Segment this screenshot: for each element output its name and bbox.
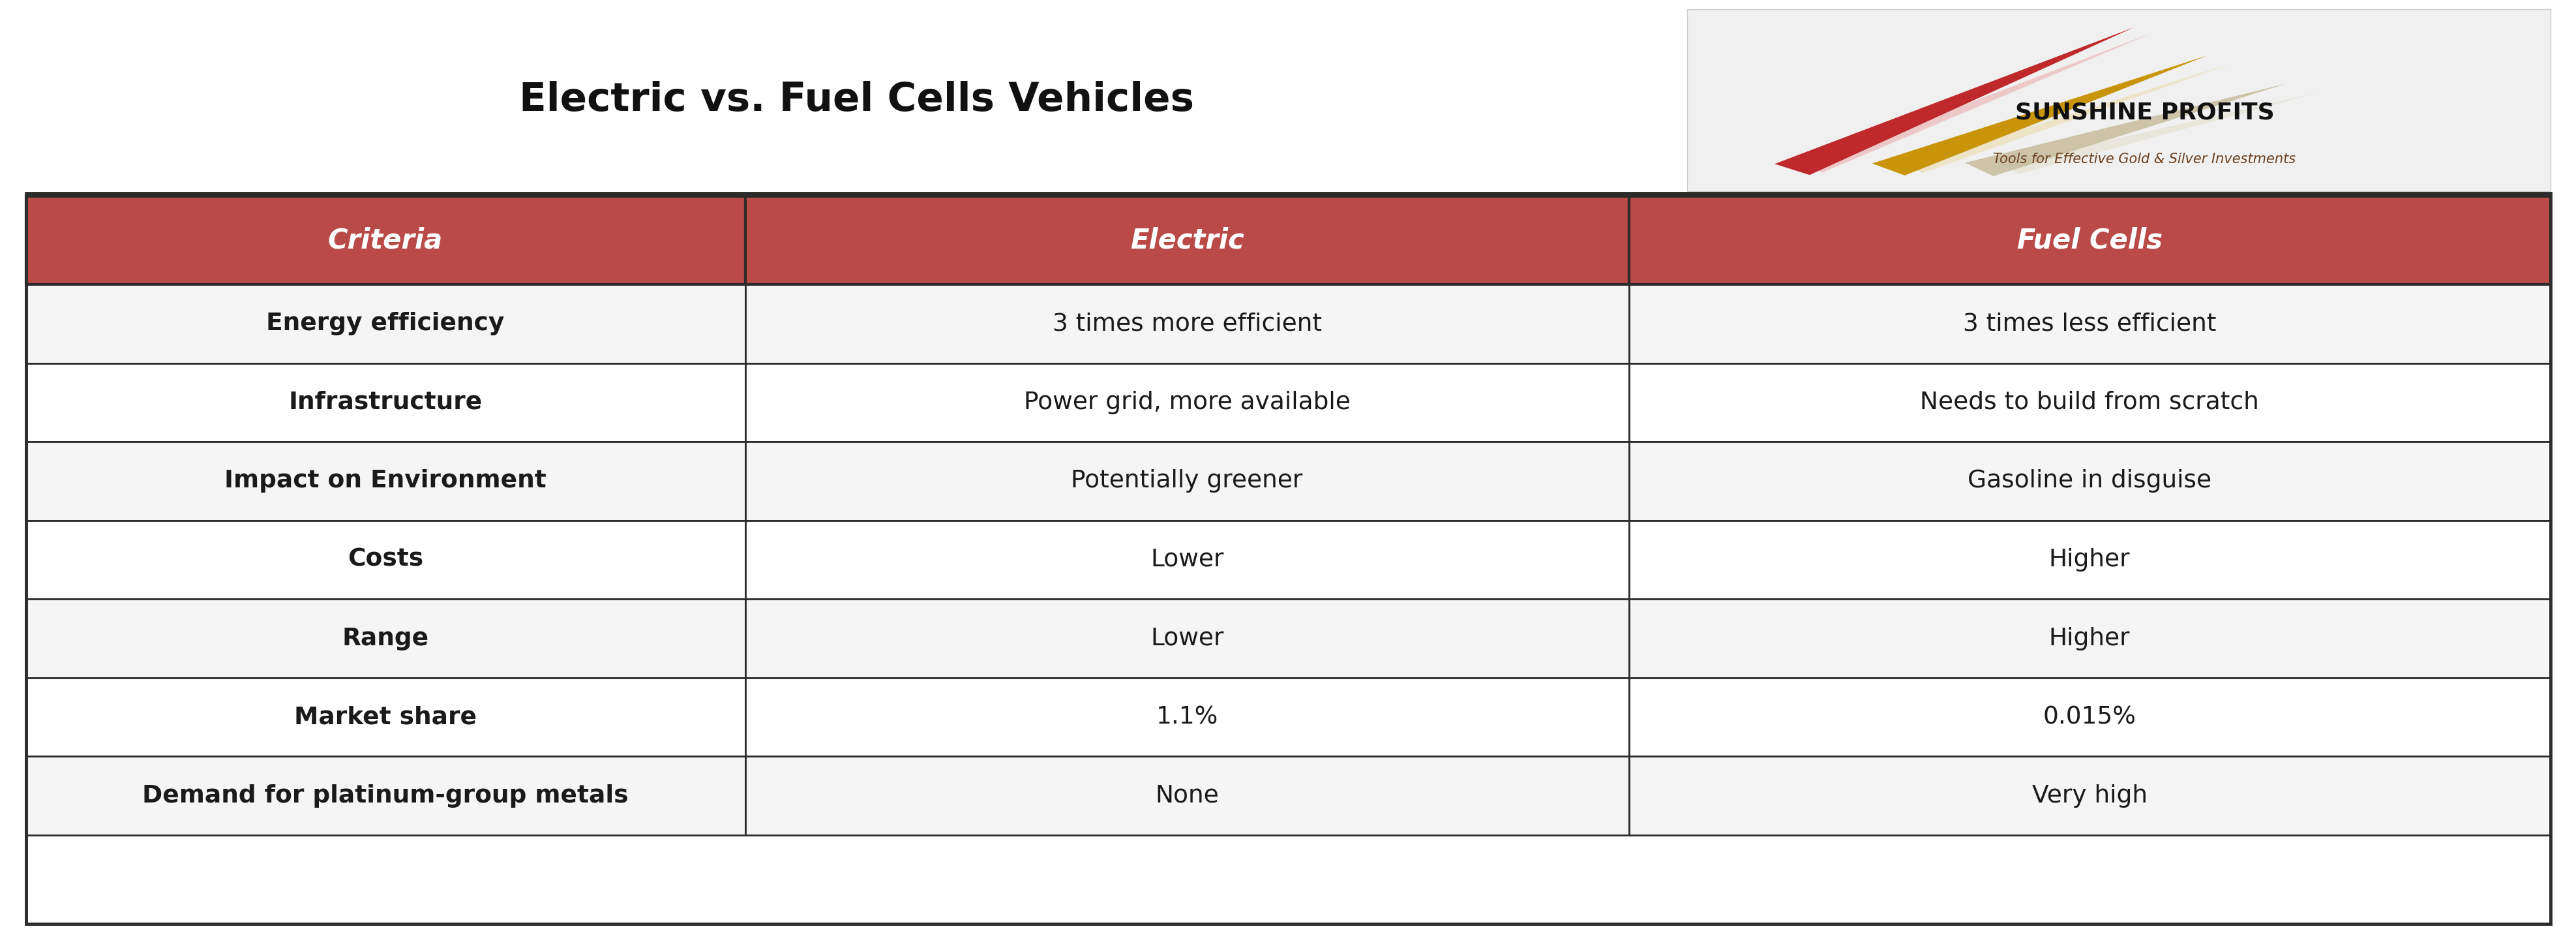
Text: SUNSHINE PROFITS: SUNSHINE PROFITS [2014, 102, 2275, 123]
Text: Impact on Environment: Impact on Environment [224, 469, 546, 493]
Text: Market share: Market share [294, 705, 477, 729]
FancyBboxPatch shape [1628, 677, 2550, 757]
FancyBboxPatch shape [26, 521, 744, 599]
FancyBboxPatch shape [744, 285, 1628, 363]
FancyBboxPatch shape [1628, 196, 2550, 285]
FancyBboxPatch shape [1628, 363, 2550, 442]
FancyBboxPatch shape [744, 196, 1628, 285]
Polygon shape [1775, 27, 2133, 175]
FancyBboxPatch shape [26, 757, 744, 835]
Polygon shape [1873, 56, 2208, 175]
FancyBboxPatch shape [744, 757, 1628, 835]
FancyBboxPatch shape [1628, 757, 2550, 835]
Text: Infrastructure: Infrastructure [289, 391, 482, 414]
Text: Gasoline in disguise: Gasoline in disguise [1968, 469, 2213, 493]
Text: Tools for Effective Gold & Silver Investments: Tools for Effective Gold & Silver Invest… [1994, 152, 2295, 165]
FancyBboxPatch shape [26, 285, 744, 363]
Text: 3 times more efficient: 3 times more efficient [1054, 313, 1321, 336]
Text: Potentially greener: Potentially greener [1072, 469, 1303, 493]
Text: Higher: Higher [2048, 548, 2130, 572]
FancyBboxPatch shape [26, 677, 744, 757]
Text: Demand for platinum-group metals: Demand for platinum-group metals [142, 784, 629, 807]
Text: None: None [1154, 784, 1218, 807]
Text: Fuel Cells: Fuel Cells [2017, 227, 2161, 254]
FancyBboxPatch shape [744, 442, 1628, 521]
Text: Needs to build from scratch: Needs to build from scratch [1919, 391, 2259, 414]
Text: 3 times less efficient: 3 times less efficient [1963, 313, 2215, 336]
Text: Higher: Higher [2048, 627, 2130, 650]
FancyBboxPatch shape [1628, 521, 2550, 599]
Text: 1.1%: 1.1% [1157, 705, 1218, 729]
Text: Power grid, more available: Power grid, more available [1023, 391, 1350, 414]
Polygon shape [1906, 63, 2233, 173]
FancyBboxPatch shape [744, 599, 1628, 677]
FancyBboxPatch shape [744, 521, 1628, 599]
FancyBboxPatch shape [1628, 285, 2550, 363]
FancyBboxPatch shape [26, 196, 744, 285]
FancyBboxPatch shape [1687, 9, 2550, 191]
Text: 0.015%: 0.015% [2043, 705, 2136, 729]
Text: Very high: Very high [2032, 784, 2148, 807]
Text: Lower: Lower [1151, 548, 1224, 572]
FancyBboxPatch shape [26, 363, 744, 442]
Text: Energy efficiency: Energy efficiency [265, 313, 505, 336]
FancyBboxPatch shape [744, 677, 1628, 757]
FancyBboxPatch shape [26, 599, 744, 677]
Text: Range: Range [343, 627, 430, 650]
Text: Electric vs. Fuel Cells Vehicles: Electric vs. Fuel Cells Vehicles [518, 81, 1195, 119]
Text: Lower: Lower [1151, 627, 1224, 650]
FancyBboxPatch shape [1628, 599, 2550, 677]
Text: Criteria: Criteria [327, 227, 443, 254]
Text: Costs: Costs [348, 548, 422, 572]
FancyBboxPatch shape [744, 363, 1628, 442]
Polygon shape [1803, 32, 2154, 173]
FancyBboxPatch shape [26, 442, 744, 521]
Polygon shape [2002, 92, 2318, 174]
Polygon shape [1965, 83, 2287, 176]
FancyBboxPatch shape [1628, 442, 2550, 521]
Text: Electric: Electric [1131, 227, 1244, 254]
